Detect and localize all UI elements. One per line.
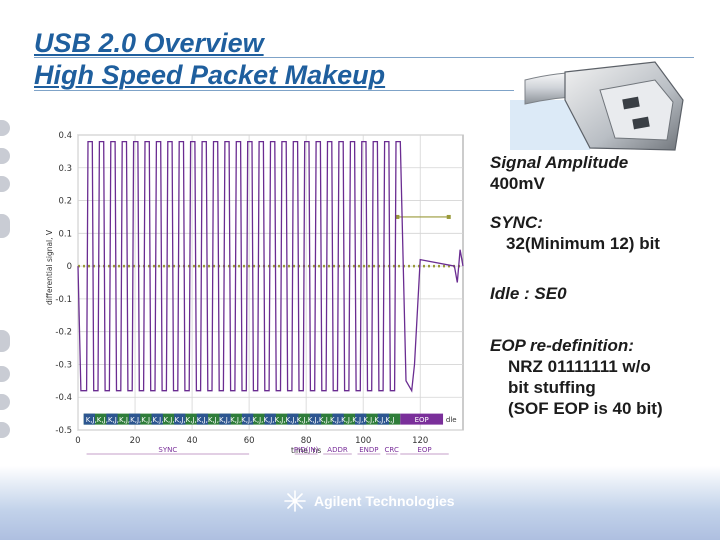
waveform	[77, 140, 464, 393]
x-tick-label: 60	[244, 436, 255, 446]
se0-label: dle	[446, 416, 457, 424]
bit-bar-block	[196, 413, 209, 425]
y-tick-label: -0.1	[55, 295, 72, 305]
bit-bar-block	[174, 413, 186, 425]
eop-block	[400, 413, 444, 425]
chart-axes: 0.40.30.20.10-0.1-0.2-0.3-0.4-0.50 20 40 60…	[45, 131, 428, 455]
y-tick-label: -0.4	[55, 393, 72, 403]
notes-panel: Signal Amplitude 400mV SYNC: 32(Minimum …	[490, 152, 715, 419]
left-edge-decoration	[0, 120, 12, 450]
bit-bar-block	[83, 413, 96, 425]
bit-bar-block	[241, 413, 254, 425]
reference-marker	[446, 214, 451, 219]
page-title-line1: USB 2.0 Overview	[34, 28, 264, 58]
y-axis-label: differential signal, V	[45, 229, 54, 305]
bit-bar: K,J,K,J,K,J,K,J,K,J,K,J,K,J,K,J,K,J,K,J,…	[83, 413, 457, 425]
reference-levels	[78, 214, 463, 268]
agilent-spark-icon	[284, 490, 306, 512]
y-tick-label: 0.4	[58, 131, 72, 141]
y-tick-label: 0	[67, 262, 72, 272]
eop-line3: (SOF EOP is 40 bit)	[508, 399, 663, 418]
bit-bar-block	[332, 413, 344, 425]
sync-value: 32(Minimum 12) bit	[506, 234, 660, 253]
segment-label: EOP	[417, 446, 431, 454]
x-tick-label: 80	[301, 436, 312, 446]
bit-bar-block	[377, 413, 389, 425]
bit-bar-block	[309, 413, 322, 425]
x-tick-label: 20	[130, 436, 141, 446]
signal-amplitude-value: 400mV	[490, 174, 545, 193]
bit-bar-block	[287, 413, 299, 425]
packet-segments: SYNC PID(IN) ADDR ENDP CRC EOP	[86, 446, 449, 455]
signal-trace	[77, 140, 464, 393]
brand-name: Agilent Technologies	[314, 493, 455, 509]
bit-bar-block	[128, 413, 141, 425]
usb-plug-illustration	[510, 61, 684, 151]
signal-chart: K,J,K,J,K,J,K,J,K,J,K,J,K,J,K,J,K,J,K,J,…	[45, 131, 464, 455]
bit-bar-block	[264, 413, 276, 425]
bit-bar-text: K,J,K,J,K,J,K,J,K,J,K,J,K,J,K,J,K,J,K,J,…	[86, 416, 395, 424]
sync-label: SYNC:	[490, 213, 543, 232]
x-tick-label: 0	[75, 436, 80, 446]
segment-label: ENDP	[359, 446, 378, 454]
y-tick-label: -0.2	[55, 328, 72, 338]
footer-band	[0, 466, 720, 540]
segment-label: ADDR	[327, 446, 348, 454]
y-tick-label: 0.1	[58, 229, 72, 239]
x-tick-label: 100	[355, 436, 371, 446]
x-tick-label: 120	[412, 436, 428, 446]
y-tick-label: -0.5	[55, 426, 72, 436]
eop-label: EOP re-definition:	[490, 336, 634, 355]
x-axis-label: time, ns	[291, 446, 321, 455]
segment-label: PID(IN)	[294, 446, 319, 454]
title-rule	[34, 57, 694, 58]
y-tick-label: 0.3	[58, 164, 72, 174]
page-title-line2: High Speed Packet Makeup	[34, 60, 386, 90]
bit-bar-block	[151, 413, 163, 425]
eop-line2: bit stuffing	[508, 378, 596, 397]
subtitle-rule	[34, 90, 514, 91]
eop-line1: NRZ 01111111 w/o	[508, 357, 651, 376]
brand: Agilent Technologies	[284, 490, 455, 512]
bit-bar-block	[219, 413, 231, 425]
segment-label: SYNC	[158, 446, 177, 454]
y-tick-label: 0.2	[58, 197, 72, 207]
segment-label: CRC	[385, 446, 399, 454]
reference-marker	[395, 214, 400, 219]
x-tick-label: 40	[187, 436, 198, 446]
signal-amplitude-label: Signal Amplitude	[490, 153, 629, 172]
bit-bar-block	[106, 413, 118, 425]
idle-note: Idle : SE0	[490, 284, 567, 303]
eop-block-label: EOP	[415, 416, 429, 424]
y-tick-label: -0.3	[55, 360, 72, 370]
bit-bar-block	[355, 413, 367, 425]
